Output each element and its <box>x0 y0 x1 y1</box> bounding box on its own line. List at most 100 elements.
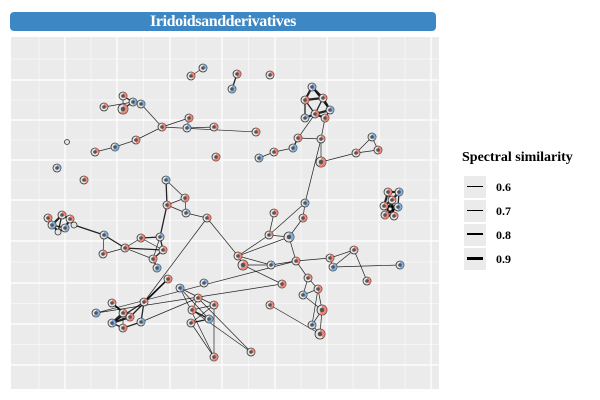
network-node <box>307 320 317 330</box>
network-node <box>155 232 165 242</box>
network-node <box>362 276 372 286</box>
legend-key-0.9 <box>464 248 486 270</box>
network-node <box>184 113 194 123</box>
network-edge <box>190 322 215 358</box>
network-node <box>187 305 197 315</box>
network-node <box>148 254 158 264</box>
network-edge <box>295 257 331 262</box>
network-node <box>158 245 168 255</box>
network-node <box>186 318 196 328</box>
network-edge <box>206 217 239 257</box>
network-node <box>314 328 326 340</box>
network-edge <box>140 297 199 323</box>
network-node <box>277 279 287 289</box>
network-node <box>120 243 130 253</box>
network-node <box>118 308 128 318</box>
network-node <box>264 230 274 240</box>
network-node <box>288 143 298 153</box>
network-panel <box>11 37 439 389</box>
grid-lines <box>11 37 439 389</box>
network-node <box>395 260 405 270</box>
edge-layer <box>47 67 401 358</box>
legend-label-0.7: 0.7 <box>496 204 511 218</box>
network-edge <box>304 138 322 204</box>
network-edge <box>103 101 134 108</box>
network-edge <box>332 249 355 268</box>
network-edge <box>135 126 163 141</box>
network-node <box>209 352 219 362</box>
network-node <box>387 195 397 205</box>
network-node <box>291 256 301 266</box>
network-edge <box>161 126 257 133</box>
network-node <box>136 317 146 327</box>
network-node <box>265 300 275 310</box>
network-node <box>265 70 275 80</box>
network-node <box>125 312 135 322</box>
network-node <box>254 153 264 163</box>
network-node <box>54 228 62 236</box>
network-node <box>180 193 190 203</box>
network-edge <box>73 224 105 236</box>
network-edge <box>179 287 215 358</box>
network-node <box>175 283 185 293</box>
network-node <box>269 208 279 218</box>
network-edge <box>124 247 154 260</box>
network-node <box>246 347 256 357</box>
network-edge <box>242 264 283 285</box>
network-node <box>161 175 171 185</box>
network-node <box>211 152 221 162</box>
network-node <box>316 134 326 144</box>
network-node <box>307 82 317 92</box>
network-node <box>199 278 209 288</box>
network-node <box>152 263 162 273</box>
network-node <box>232 69 242 79</box>
network-edge <box>297 113 316 139</box>
network-node <box>310 109 320 119</box>
network-node <box>136 99 146 109</box>
network-node <box>380 210 390 220</box>
network-node <box>300 95 310 105</box>
legend-key-0.7 <box>464 200 486 222</box>
network-node <box>204 314 214 324</box>
network-node <box>163 274 173 284</box>
network-node <box>181 208 191 218</box>
network-edge <box>269 304 321 335</box>
network-node <box>107 318 117 328</box>
molecular-network <box>11 37 439 389</box>
network-node <box>128 97 138 107</box>
network-edge <box>353 249 368 282</box>
network-node <box>202 213 212 223</box>
network-node <box>52 163 62 173</box>
network-edge <box>124 247 164 251</box>
network-node <box>136 233 146 243</box>
network-edge <box>95 260 297 314</box>
network-node <box>379 201 389 211</box>
network-node <box>313 284 323 294</box>
node-layer <box>43 63 405 362</box>
network-edge <box>95 283 283 314</box>
network-node <box>283 231 295 243</box>
network-node <box>118 323 128 333</box>
network-node <box>98 249 108 259</box>
network-edge <box>311 288 319 326</box>
network-node <box>118 91 128 101</box>
network-node <box>300 198 310 208</box>
network-node <box>351 148 361 158</box>
network-edge <box>191 309 252 353</box>
network-node <box>162 200 172 210</box>
network-node <box>157 122 167 132</box>
network-node <box>227 84 237 94</box>
network-node <box>320 113 330 123</box>
network-node <box>186 71 196 81</box>
legend-label-0.8: 0.8 <box>496 228 511 242</box>
legend-title: Spectral similarity <box>462 150 573 165</box>
network-edge <box>143 278 169 303</box>
network-node <box>237 259 249 271</box>
network-edge <box>237 234 270 257</box>
network-node <box>110 142 120 152</box>
network-node <box>91 308 101 318</box>
network-node <box>293 133 303 143</box>
network-node <box>209 122 219 132</box>
network-node <box>47 220 57 230</box>
network-edge <box>179 287 210 320</box>
